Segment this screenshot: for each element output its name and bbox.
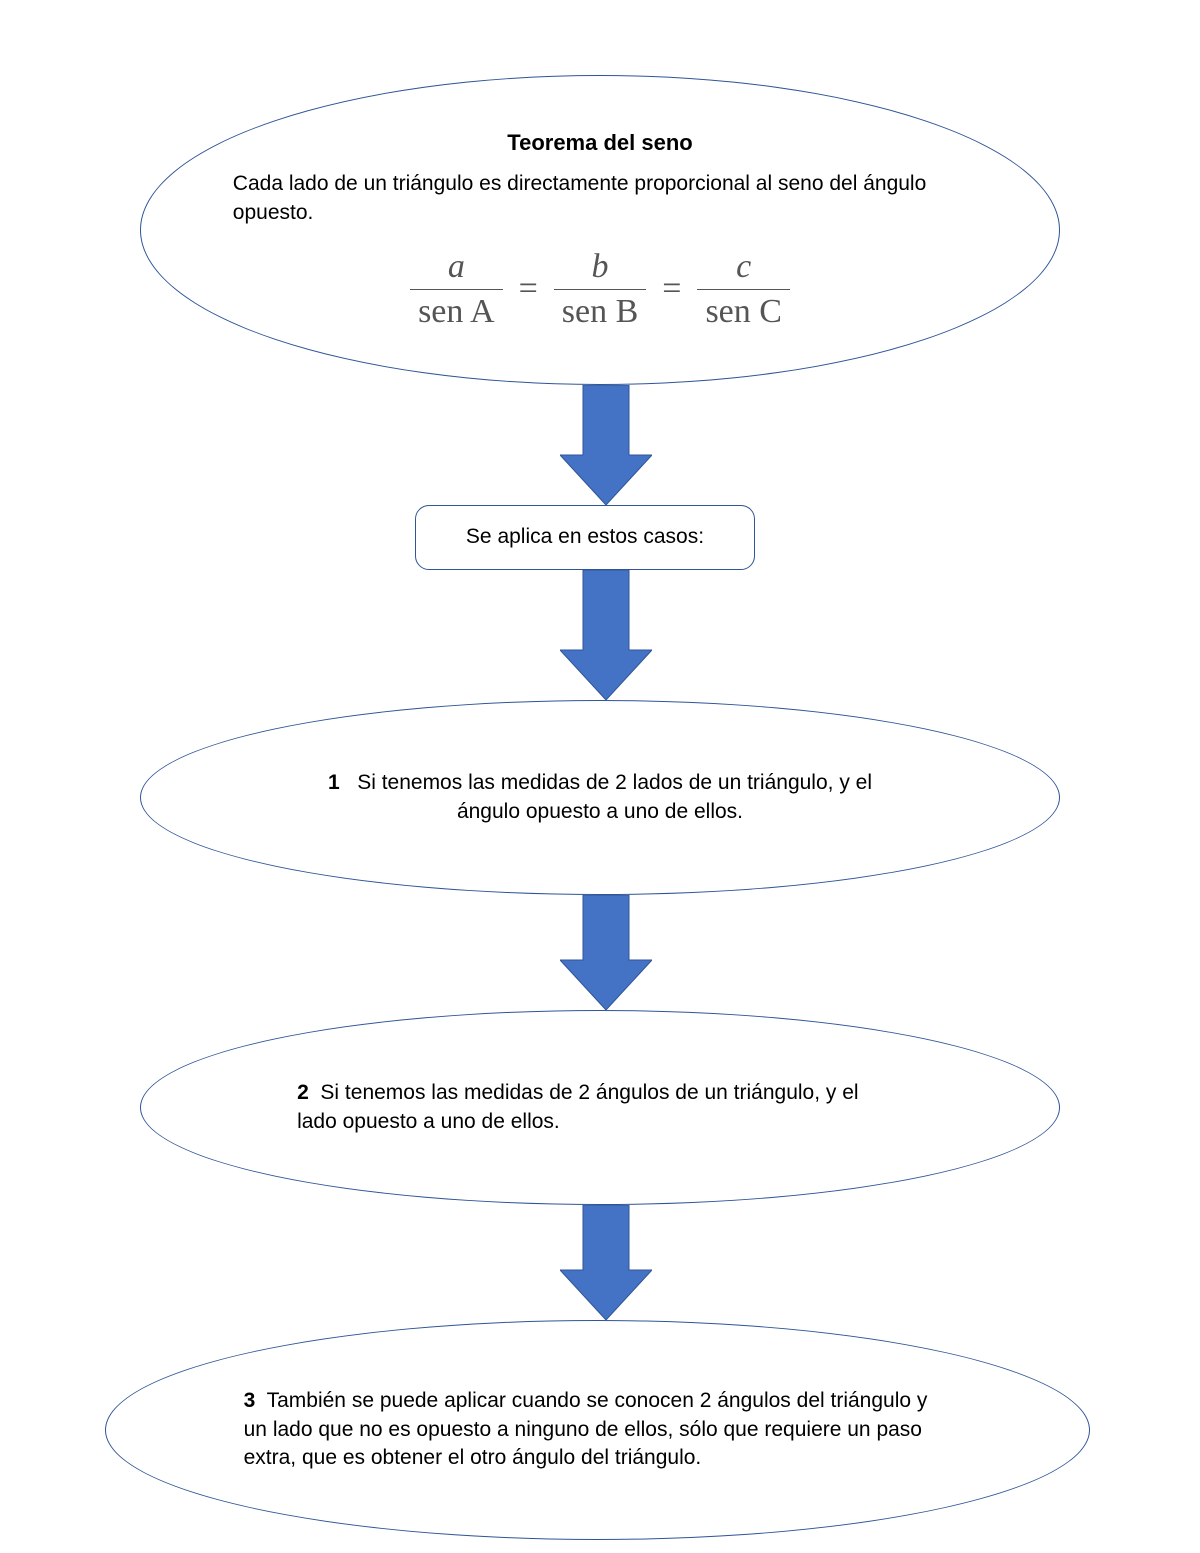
formula: a sen A = b sen B = c sen C xyxy=(410,249,790,329)
arrow-down-icon xyxy=(560,570,652,700)
equals-2: = xyxy=(662,270,681,308)
node-case-2: 2 Si tenemos las medidas de 2 ángulos de… xyxy=(140,1010,1060,1205)
frac3-den: sen C xyxy=(697,289,790,330)
case1-text: Si tenemos las medidas de 2 lados de un … xyxy=(357,771,872,822)
definition-text: Cada lado de un triángulo es directament… xyxy=(233,170,967,227)
case3-text: También se puede aplicar cuando se conoc… xyxy=(244,1389,928,1469)
frac2-num: b xyxy=(584,249,617,289)
node-definition: Teorema del seno Cada lado de un triángu… xyxy=(140,75,1060,385)
arrow-down-icon xyxy=(560,1205,652,1320)
case1-content: 1 Si tenemos las medidas de 2 lados de u… xyxy=(306,769,894,826)
case1-number: 1 xyxy=(328,771,340,794)
case3-number: 3 xyxy=(244,1389,256,1412)
frac1-den: sen A xyxy=(410,289,503,330)
case3-content: 3 También se puede aplicar cuando se con… xyxy=(244,1387,952,1472)
node-cases-label: Se aplica en estos casos: xyxy=(415,505,755,570)
fraction-c: c sen C xyxy=(697,249,790,329)
case2-number: 2 xyxy=(297,1081,309,1104)
fraction-a: a sen A xyxy=(410,249,503,329)
node-case-3: 3 También se puede aplicar cuando se con… xyxy=(105,1320,1090,1540)
flowchart-canvas: Teorema del seno Cada lado de un triángu… xyxy=(0,0,1200,1553)
arrow-down-icon xyxy=(560,385,652,505)
node-case-1: 1 Si tenemos las medidas de 2 lados de u… xyxy=(140,700,1060,895)
frac2-den: sen B xyxy=(554,289,647,330)
cases-label-text: Se aplica en estos casos: xyxy=(466,523,704,551)
equals-1: = xyxy=(519,270,538,308)
fraction-b: b sen B xyxy=(554,249,647,329)
title-text: Teorema del seno xyxy=(507,130,692,156)
frac3-num: c xyxy=(728,249,759,289)
case2-content: 2 Si tenemos las medidas de 2 ángulos de… xyxy=(297,1079,903,1136)
case2-text: Si tenemos las medidas de 2 ángulos de u… xyxy=(297,1081,859,1132)
frac1-num: a xyxy=(440,249,473,289)
arrow-down-icon xyxy=(560,895,652,1010)
